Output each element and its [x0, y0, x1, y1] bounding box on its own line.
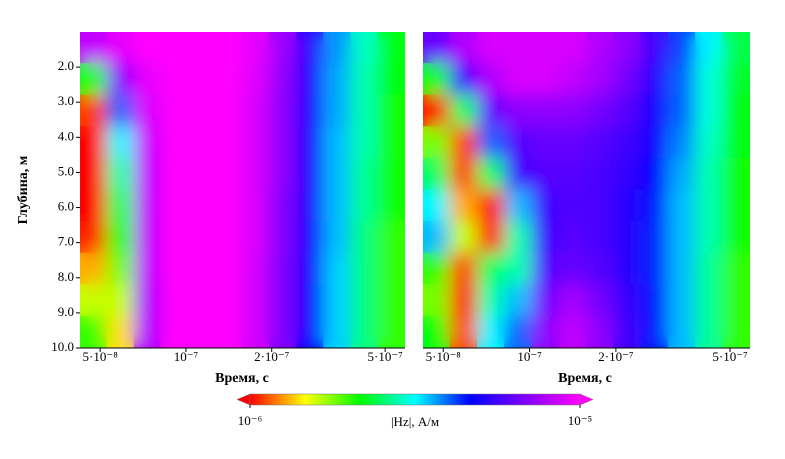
x-tick-label: 5·10⁻⁷	[368, 349, 403, 364]
colorbar-tick-label: 10⁻⁶	[238, 413, 262, 428]
heatmap-smoothing-layer	[423, 32, 751, 349]
y-tick-label: 9.0	[58, 304, 74, 319]
colorbar-arrow-low	[236, 393, 251, 406]
x-axis-title: Время, с	[215, 371, 269, 386]
colorbar	[249, 393, 581, 406]
heatmap-smoothing	[80, 32, 406, 349]
y-tick-label: 3.0	[58, 93, 74, 108]
x-tick-label: 2·10⁻⁷	[254, 349, 289, 364]
x-tick-label: 10⁻⁷	[517, 349, 541, 364]
x-axis-title: Время, с	[558, 371, 612, 386]
y-tick-label: 10.0	[51, 339, 74, 354]
y-axis-title: Глубина, м	[16, 155, 31, 224]
x-tick-label: 5·10⁻⁸	[426, 349, 462, 364]
colorbar-label: |Hz|, А/м	[391, 414, 439, 429]
y-tick-label: 7.0	[58, 234, 74, 249]
colorbar-arrow-high	[579, 393, 594, 406]
y-tick-label: 4.0	[58, 128, 74, 143]
y-tick-label: 6.0	[58, 199, 74, 214]
heatmap-smoothing-layer	[80, 32, 406, 349]
x-tick-label: 10⁻⁷	[174, 349, 198, 364]
heatmap-smoothing	[423, 32, 751, 349]
x-tick-label: 2·10⁻⁷	[598, 349, 633, 364]
colorbar-tick-label: 10⁻⁵	[568, 413, 592, 428]
y-tick-label: 8.0	[58, 269, 74, 284]
y-tick-label: 5.0	[58, 163, 74, 178]
x-tick-label: 5·10⁻⁸	[83, 349, 119, 364]
x-tick-label: 5·10⁻⁷	[712, 349, 747, 364]
y-tick-label: 2.0	[58, 58, 74, 73]
